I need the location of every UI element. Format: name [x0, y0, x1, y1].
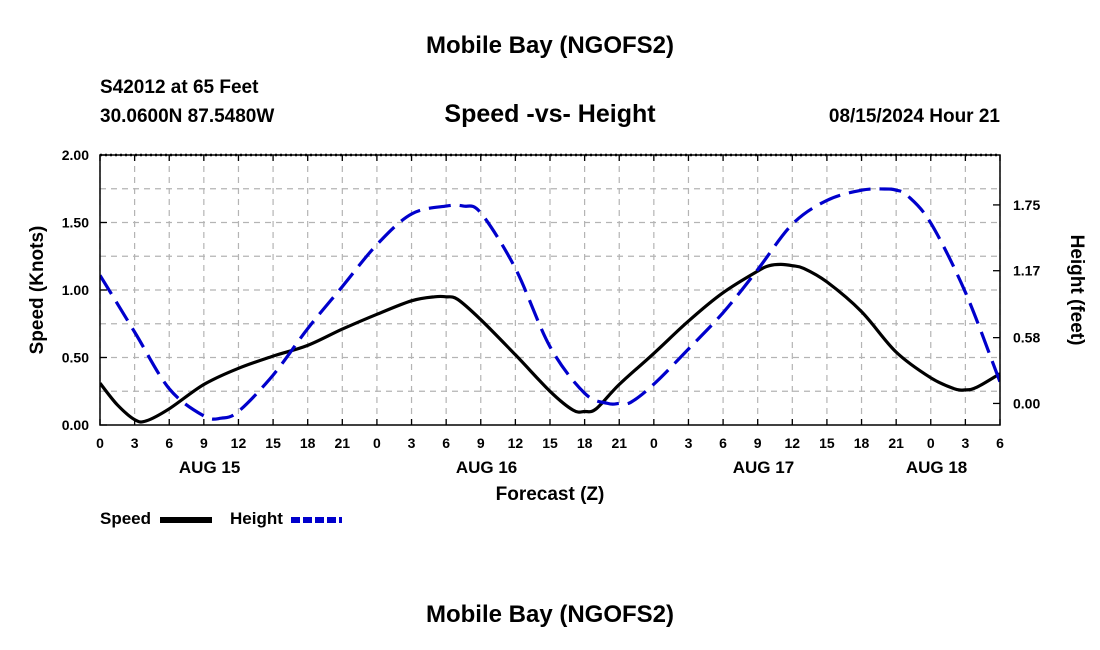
series-group: [100, 187, 1000, 424]
x-tick-label: 12: [508, 435, 524, 451]
y-tick-label: 0.50: [62, 350, 89, 366]
x-tick-label: 6: [996, 435, 1004, 451]
x-axis-ticks: 0 3 6 9 12 15 18 21 0 3 6 9 12 15 18 21 0 3 6 9 12 15 18 21 0 3 6A…: [96, 155, 1004, 477]
y2-tick-label: 1.17: [1013, 263, 1040, 279]
main-title: Mobile Bay (NGOFS2): [425, 32, 675, 59]
x-tick-label: 0: [927, 435, 935, 451]
x-tick-label: 3: [961, 435, 969, 451]
footer-title: Mobile Bay (NGOFS2): [425, 601, 675, 628]
x-tick-label: 12: [785, 435, 801, 451]
x-tick-label: 0: [650, 435, 658, 451]
x-tick-label: 9: [477, 435, 485, 451]
y2-tick-label: 1.75: [1013, 197, 1040, 213]
x-tick-label: 6: [442, 435, 450, 451]
grid: [99, 155, 1001, 425]
x-date-label: AUG 15: [179, 458, 240, 477]
y-axis-label: Speed (Knots): [27, 226, 48, 355]
x-axis-label: Forecast (Z): [496, 484, 605, 505]
legend-speed-label: Speed: [100, 509, 152, 528]
chart-title: Speed -vs- Height: [444, 100, 656, 128]
x-tick-label: 15: [265, 435, 281, 451]
y-axis-right: 0.00 0.58 1.17 1.75: [993, 197, 1040, 411]
y-tick-label: 2.00: [62, 147, 89, 163]
x-tick-label: 21: [611, 435, 627, 451]
y2-axis-label: Height (feet): [1066, 235, 1087, 346]
x-date-label: AUG 16: [456, 458, 517, 477]
x-tick-label: 15: [542, 435, 558, 451]
x-tick-label: 0: [373, 435, 381, 451]
x-tick-label: 3: [685, 435, 693, 451]
x-tick-label: 3: [131, 435, 139, 451]
speed-series-line: [100, 262, 1000, 424]
x-tick-label: 9: [200, 435, 208, 451]
y-tick-label: 0.00: [62, 417, 89, 433]
y2-tick-label: 0.58: [1013, 330, 1040, 346]
x-date-label: AUG 18: [906, 458, 967, 477]
height-series-line: [100, 187, 1000, 421]
forecast-timestamp: 08/15/2024 Hour 21: [828, 106, 1000, 127]
y-tick-label: 1.50: [62, 215, 89, 231]
y-axis-left: 0.00 0.50 1.00 1.50 2.00: [62, 147, 107, 433]
y-tick-label: 1.00: [62, 282, 89, 298]
x-tick-label: 9: [754, 435, 762, 451]
x-tick-label: 18: [300, 435, 316, 451]
y2-tick-label: 0.00: [1013, 395, 1040, 411]
x-tick-label: 18: [577, 435, 593, 451]
x-tick-label: 6: [165, 435, 173, 451]
legend-height-label: Height: [230, 509, 283, 528]
x-tick-label: 3: [408, 435, 416, 451]
station-coordinates: 30.0600N 87.5480W: [100, 106, 275, 127]
x-tick-label: 0: [96, 435, 104, 451]
x-tick-label: 6: [719, 435, 727, 451]
x-date-label: AUG 17: [733, 458, 794, 477]
x-tick-label: 21: [335, 435, 351, 451]
station-name: S42012 at 65 Feet: [100, 77, 259, 98]
x-tick-label: 12: [231, 435, 247, 451]
x-tick-label: 18: [854, 435, 870, 451]
x-tick-label: 15: [819, 435, 835, 451]
x-tick-label: 21: [888, 435, 904, 451]
